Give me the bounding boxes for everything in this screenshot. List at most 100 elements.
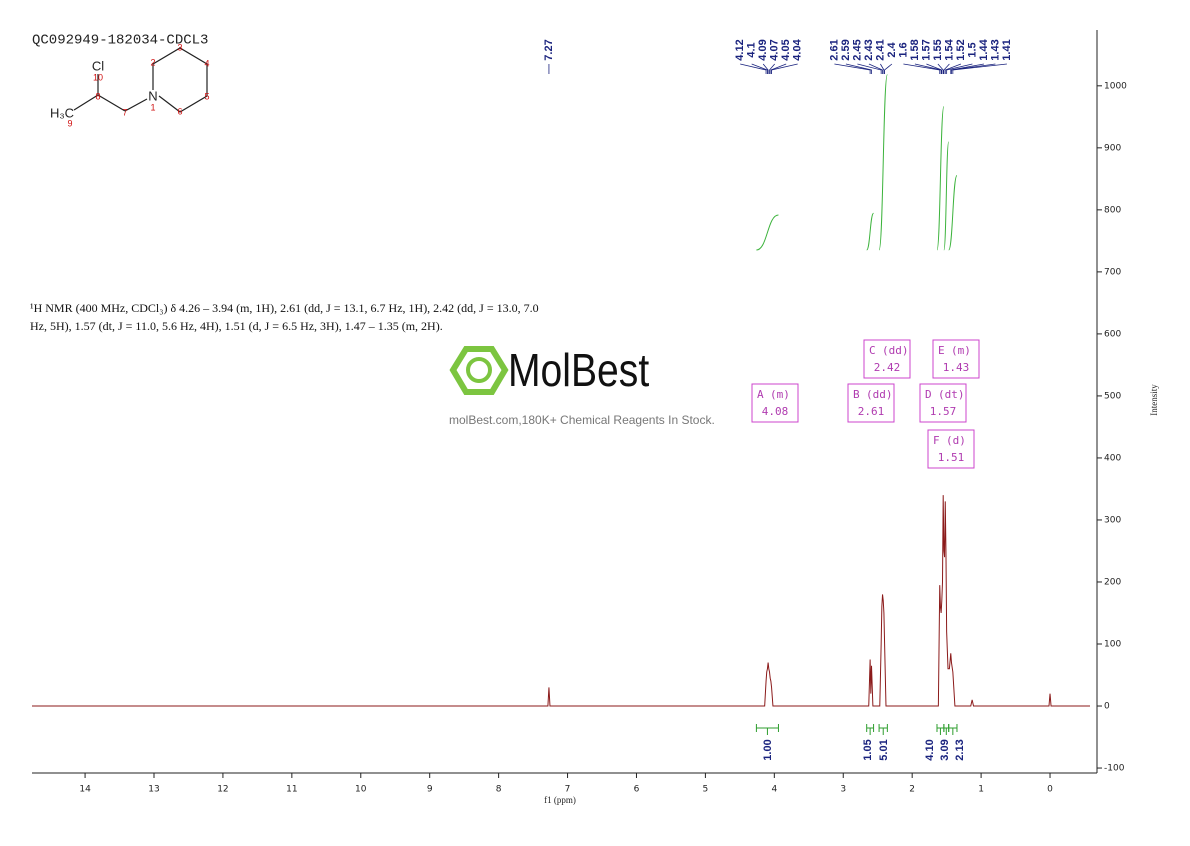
y-tick-label: 400: [1104, 453, 1121, 463]
atom-number: 6: [177, 106, 182, 116]
multiplet-type: (dt): [938, 388, 965, 401]
multiplet-shift: 1.51: [938, 451, 965, 464]
atom: H₃C: [50, 105, 74, 120]
multiplet-name: E: [938, 344, 945, 357]
integral-bracket: [755, 724, 779, 735]
y-axis-label: Intensity: [1149, 384, 1159, 416]
ring: [152, 47, 208, 113]
integral-label: 1.00: [762, 739, 774, 760]
spectrum-line: [32, 495, 1090, 707]
peak-leader: [952, 63, 1007, 74]
peak-label: 1.41: [1001, 39, 1013, 60]
peak-label: 1.44: [978, 38, 990, 60]
integral-label: 3.09: [939, 739, 951, 760]
x-tick-label: 13: [148, 785, 159, 795]
peak-label: 4.12: [734, 39, 746, 60]
integral-label: 5.01: [878, 739, 890, 760]
peak-label: 4.04: [792, 38, 804, 60]
integral-curve: [756, 214, 779, 251]
peak-leader: [914, 63, 942, 74]
multiplet-name: F: [933, 434, 940, 447]
integral-curve: [936, 106, 945, 251]
multiplet-type: (dd): [866, 388, 893, 401]
peak-leader: [857, 63, 882, 74]
y-tick-label: 900: [1104, 143, 1121, 153]
multiplet-box: [932, 339, 980, 379]
multiplet-shift: 1.43: [943, 361, 970, 374]
integral-label: 1.05: [862, 739, 874, 760]
peak-leader: [944, 63, 962, 74]
peak-label: 1.5: [966, 42, 978, 57]
watermark-brand: MolBest: [508, 345, 649, 397]
x-tick-label: 3: [840, 785, 846, 795]
multiplet-type: (d): [946, 434, 966, 447]
bond: [124, 98, 148, 112]
peak-label: 2.41: [874, 39, 886, 60]
y-tick-label: 0: [1104, 702, 1110, 712]
peak-label: 2.61: [828, 39, 840, 60]
atom-number: 4: [204, 58, 209, 68]
integral-curve: [866, 212, 875, 251]
y-tick-label: 1000: [1104, 81, 1127, 91]
x-tick-label: 11: [286, 785, 297, 795]
peak-label: 4.05: [780, 39, 792, 60]
y-tick-label: 700: [1104, 267, 1121, 277]
description: ¹H NMR (400 MHz, CDCl₃) δ 4.26 – 3.94 (m…: [30, 301, 539, 315]
description: Hz, 5H), 1.57 (dt, J = 11.0, 5.6 Hz, 4H)…: [30, 319, 443, 333]
multiplet-type: (m): [770, 388, 790, 401]
y-tick-label: -100: [1104, 764, 1125, 774]
peak-label: 4.09: [757, 39, 769, 60]
peak-leader: [868, 63, 883, 74]
logo: [466, 357, 492, 383]
watermark: MolBest molBest.com,180K+ Chemical Reage…: [449, 345, 715, 427]
multiplet-box: [751, 383, 799, 423]
x-tick-label: 6: [634, 785, 640, 795]
x-tick-label: 0: [1047, 785, 1053, 795]
integral-curve: [943, 141, 950, 251]
y-tick-label: 500: [1104, 391, 1121, 401]
multiplet-box: [919, 383, 967, 423]
peak-label: 1.55: [932, 39, 944, 60]
integral-bracket: [943, 724, 950, 735]
multiplet-shift: 4.08: [762, 405, 789, 418]
x-tick-label: 12: [217, 785, 228, 795]
logo: [449, 346, 509, 395]
sample-id: QC092949-182034-CDCL3: [32, 33, 208, 49]
integral-bracket: [866, 724, 875, 735]
peak-label: 2.4: [886, 41, 898, 57]
x-tick-label: 4: [771, 785, 777, 795]
x-tick-label: 1: [978, 785, 984, 795]
x-tick-label: 8: [496, 785, 502, 795]
x-tick-label: 14: [79, 785, 91, 795]
peak-leader: [937, 63, 944, 74]
integral-label: 2.13: [954, 739, 966, 760]
y-tick-label: 200: [1104, 577, 1121, 587]
peak-label: 1.52: [955, 39, 967, 60]
peak-label: 2.45: [851, 39, 863, 60]
peak-leader: [884, 63, 893, 74]
multiplet-name: A: [757, 388, 764, 401]
x-tick-label: 10: [355, 785, 367, 795]
atom-number: 8: [95, 91, 100, 101]
peak-leader: [845, 63, 872, 74]
peak-label: 1.6: [897, 42, 909, 57]
peak-leader: [950, 63, 984, 74]
peak-label: 2.59: [840, 39, 852, 60]
multiplet-box: [927, 429, 975, 469]
peak-leader: [951, 63, 996, 74]
multiplet-shift: 1.57: [930, 405, 957, 418]
structure: [73, 47, 208, 113]
peak-leader: [762, 63, 769, 74]
peak-label: 7.27: [543, 39, 555, 60]
peak-label: 1.58: [909, 39, 921, 60]
atom-number: 2: [150, 57, 155, 67]
integral-label: 4.10: [924, 739, 936, 760]
y-tick-label: 800: [1104, 205, 1121, 215]
integral-bracket: [878, 724, 888, 735]
peak-leader: [926, 63, 943, 74]
peak-leader: [943, 63, 950, 74]
x-tick-label: 9: [427, 785, 433, 795]
atom-numbers: 10 8 9 7 1 2 3 4 5 6: [67, 42, 209, 128]
multiplet-name: D: [925, 388, 932, 401]
